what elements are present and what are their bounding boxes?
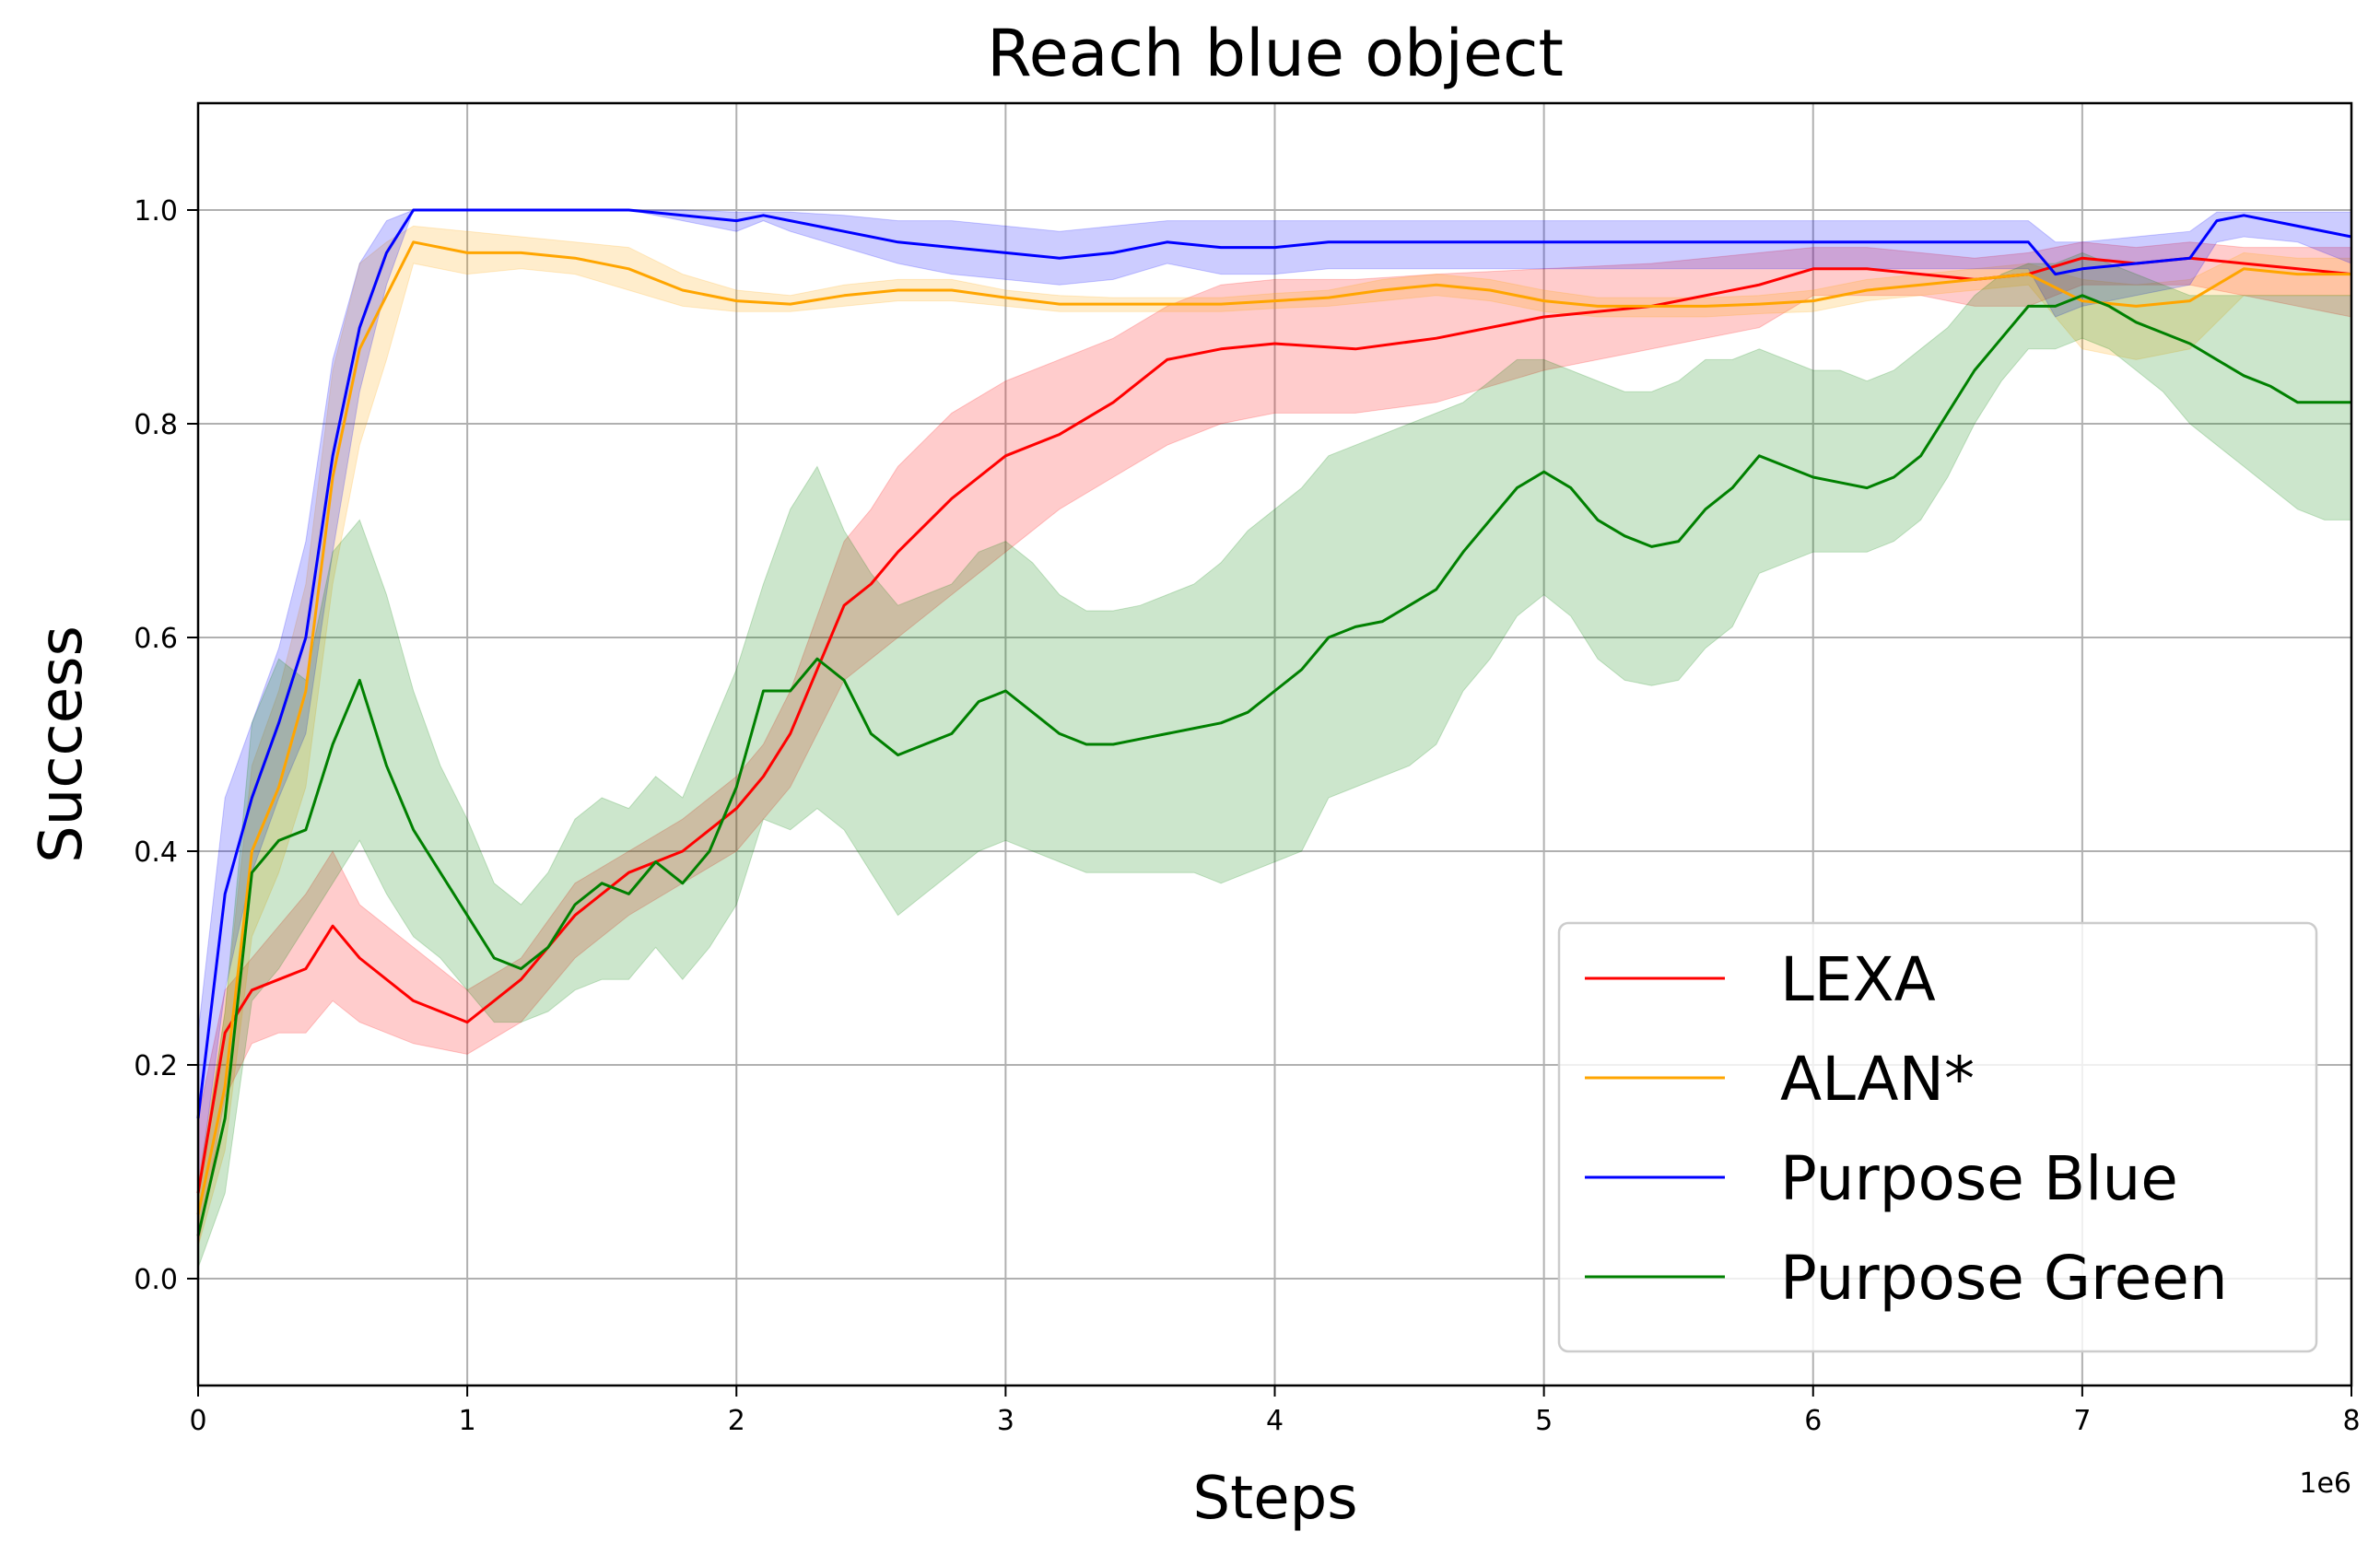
legend-label-lexa: LEXA <box>1780 944 1936 1015</box>
x-tick-label: 8 <box>2342 1405 2360 1437</box>
axis-ticks: 0 1 2 3 4 5 6 7 8 0.0 0.2 0.4 0.6 0.8 1.0 <box>134 195 2360 1437</box>
x-tick-label: 7 <box>2073 1405 2091 1437</box>
x-tick-label: 1 <box>459 1405 476 1437</box>
x-tick-label: 6 <box>1804 1405 1822 1437</box>
x-axis-label: Steps <box>1192 1465 1357 1533</box>
legend: LEXA ALAN* Purpose Blue Purpose Green <box>1557 921 2318 1353</box>
y-tick-label: 1.0 <box>134 195 178 228</box>
y-tick-label: 0.2 <box>134 1050 178 1082</box>
alan--line <box>196 240 2351 1215</box>
legend-label-alan-: ALAN* <box>1780 1044 1975 1115</box>
x-tick-label: 4 <box>1266 1405 1284 1437</box>
x-offset-text: 1e6 <box>2299 1467 2351 1500</box>
y-axis-label: Success <box>28 626 96 863</box>
y-tick-label: 0.6 <box>134 623 178 655</box>
y-tick-label: 0.8 <box>134 409 178 441</box>
purpose-green-line <box>196 294 2351 1236</box>
y-tick-label: 0.0 <box>134 1264 178 1296</box>
y-tick-label: 0.4 <box>134 836 178 869</box>
x-tick-label: 3 <box>997 1405 1014 1437</box>
legend-label-purpose-blue: Purpose Blue <box>1780 1143 2178 1214</box>
x-tick-label: 0 <box>189 1405 206 1437</box>
chart-title: Reach blue object <box>987 16 1564 91</box>
legend-box <box>1557 921 2318 1353</box>
purpose-blue-line <box>196 208 2352 1119</box>
x-tick-label: 5 <box>1535 1405 1553 1437</box>
legend-label-purpose-green: Purpose Green <box>1780 1243 2228 1314</box>
x-tick-label: 2 <box>728 1405 745 1437</box>
series-lines <box>196 208 2352 1236</box>
